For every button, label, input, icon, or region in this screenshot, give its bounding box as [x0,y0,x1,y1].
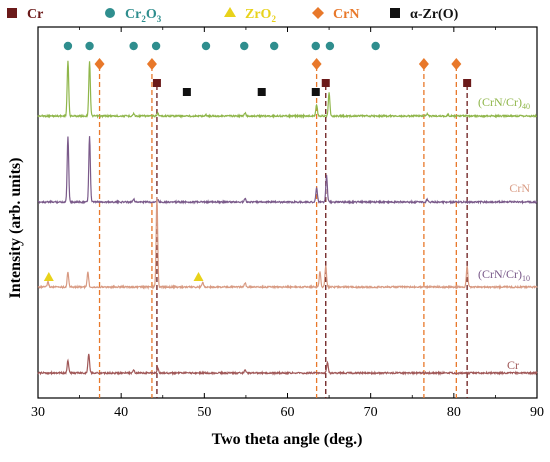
cr2o3-marker [201,41,211,51]
alpha-zr-marker [182,88,191,96]
plot-frame [37,26,538,399]
cr2o3-marker [371,41,380,51]
y-axis-label: Intensity (arb. units) [7,158,24,299]
crn-marker [451,58,462,70]
x-tick-label: 40 [114,405,128,420]
cr-marker [463,79,472,87]
series-label-2: CrN [509,181,530,195]
crn-marker [146,58,157,70]
cr2o3-marker [269,41,279,51]
legend-label-0: Cr [27,7,43,22]
legend-marker-3 [312,7,324,19]
x-tick-label: 70 [364,405,378,420]
legend-marker-2 [224,7,236,17]
x-tick-label: 30 [31,405,45,420]
x-tick-label: 80 [447,405,461,420]
crn-marker [311,58,322,70]
plot-area: 30 40 50 60 70 80 90 (CrN/Cr)40 (CrN/Cr)10 CrN Cr [31,26,544,420]
crn-marker [418,58,429,70]
series-label-1: (CrN/Cr)10 [478,267,530,283]
series-label-3: Cr [507,358,519,372]
legend: Cr Cr2O3 ZrO2 CrN α-Zr(O) [7,7,459,24]
series-line-2 [37,197,538,291]
cr2o3-marker [240,41,249,51]
legend-label-1: Cr2O3 [125,7,162,24]
zro2-marker [193,272,204,281]
legend-label-4: α-Zr(O) [410,7,459,22]
series-line-3 [37,353,538,376]
series-line-1 [37,136,538,205]
series-line-0 [37,60,538,119]
x-tick-label: 60 [281,405,295,420]
zro2-marker [43,272,54,281]
cr2o3-marker [63,41,73,51]
legend-marker-0 [7,8,17,18]
cr2o3-marker [129,41,138,51]
x-tick-label: 50 [197,405,211,420]
crn-marker [94,58,105,70]
cr2o3-marker [151,41,161,51]
cr-marker [321,79,330,87]
legend-marker-4 [390,8,400,18]
legend-label-3: CrN [333,7,359,22]
alpha-zr-marker [257,88,266,96]
alpha-zr-marker [311,88,320,96]
legend-marker-1 [105,8,115,18]
x-tick-label: 90 [530,405,544,420]
series-label-0: (CrN/Cr)40 [478,95,530,111]
legend-label-2: ZrO2 [245,7,276,24]
cr2o3-marker [85,41,94,51]
cr2o3-marker [325,41,335,51]
cr2o3-marker [311,41,320,51]
x-axis-label: Two theta angle (deg.) [212,431,363,448]
cr-marker [152,79,161,87]
